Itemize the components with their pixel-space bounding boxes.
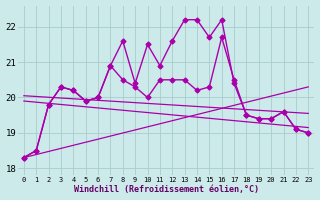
X-axis label: Windchill (Refroidissement éolien,°C): Windchill (Refroidissement éolien,°C): [74, 185, 259, 194]
